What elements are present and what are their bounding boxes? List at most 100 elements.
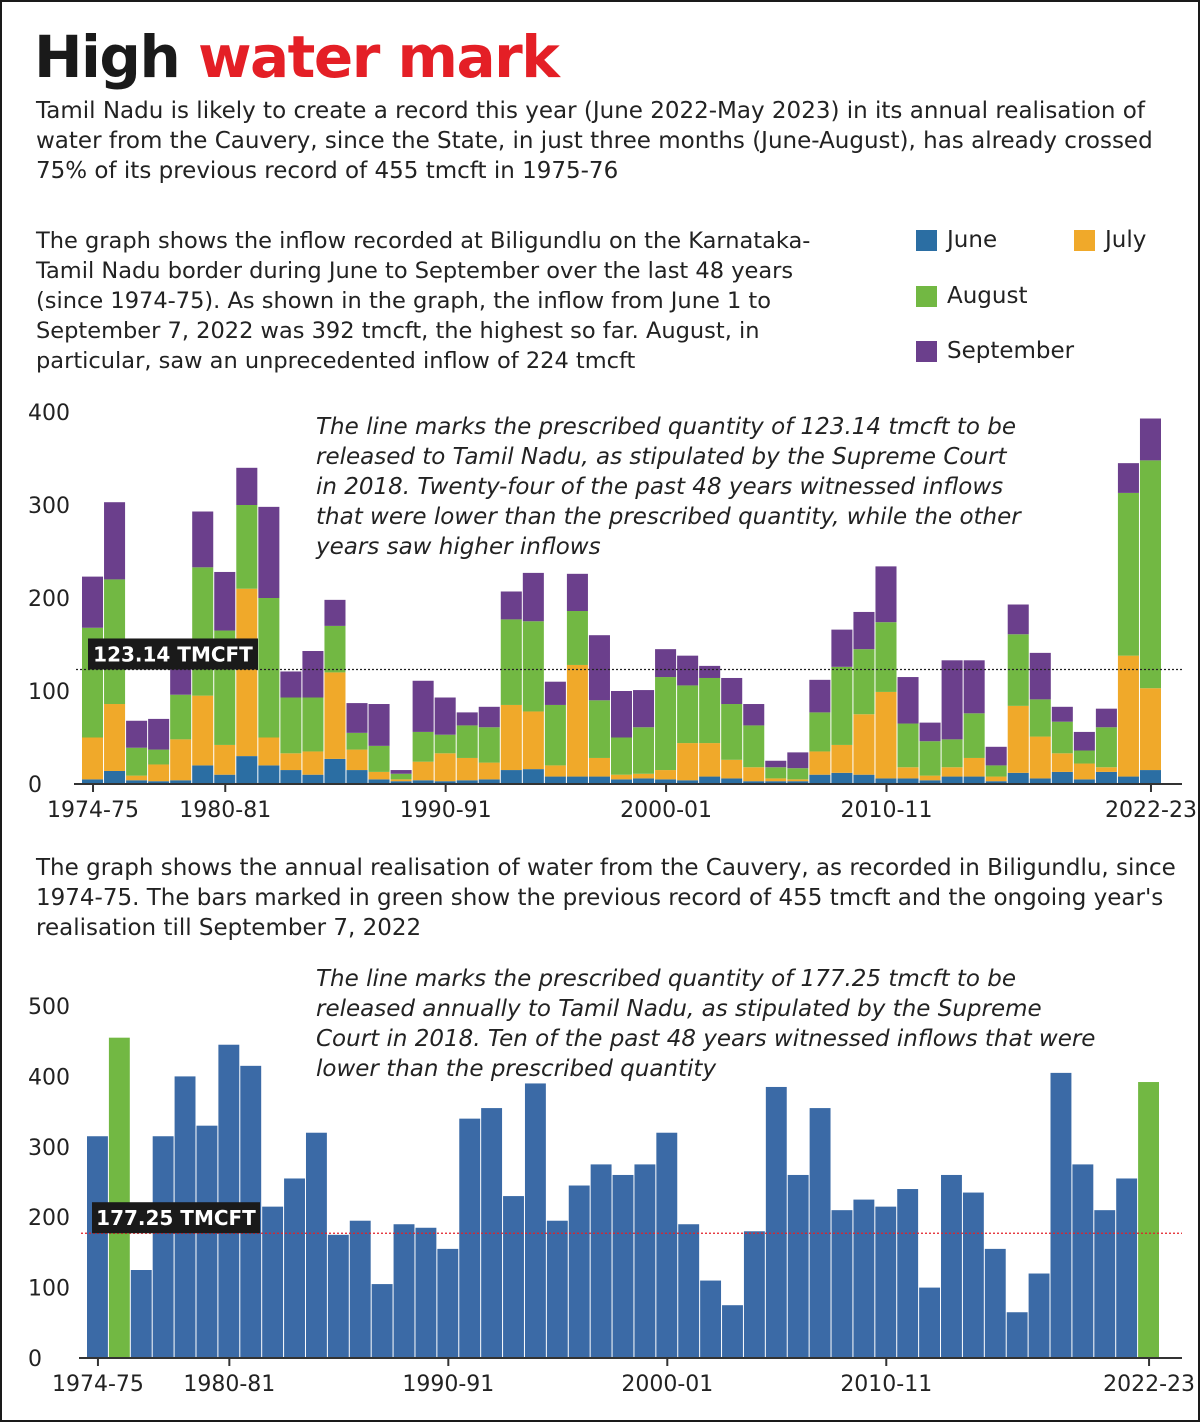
annotation-line: released annually to Tamil Nadu, as stip…	[316, 996, 1042, 1022]
legend: June July August September	[916, 225, 1186, 375]
highlight-bar	[108, 1037, 130, 1358]
bar	[765, 1086, 787, 1358]
bar	[130, 1270, 152, 1358]
bar-july	[566, 664, 588, 777]
bar-august	[1117, 492, 1139, 656]
bar-june	[963, 776, 985, 784]
bar	[262, 1206, 284, 1358]
bar	[700, 1280, 722, 1358]
bar-july	[346, 749, 368, 771]
annotation-line: lower than the prescribed quantity	[316, 1056, 716, 1082]
bar	[941, 1174, 962, 1358]
bar-june	[126, 780, 148, 784]
bar-september	[390, 770, 412, 774]
bar-june	[566, 776, 588, 784]
bar	[634, 1164, 656, 1358]
legend-item-july: July	[1074, 227, 1146, 253]
bar-june	[655, 779, 677, 784]
bar	[590, 1164, 612, 1358]
bar-july	[1117, 655, 1139, 777]
bar-august	[456, 725, 478, 758]
bar	[678, 1224, 700, 1358]
bar-august	[478, 727, 500, 763]
bar-september	[941, 660, 963, 740]
title-part-2: water mark	[197, 23, 560, 91]
chart2-description: The graph shows the annual realisation o…	[36, 855, 1176, 941]
bar-july	[368, 771, 390, 780]
bar-june	[302, 774, 324, 784]
bar-september	[82, 576, 104, 628]
bar	[393, 1224, 415, 1358]
bar	[743, 1231, 765, 1358]
x-tick-label: 1980-81	[183, 1372, 275, 1397]
bar-september	[500, 591, 522, 620]
x-tick-label: 2022-23	[1103, 1372, 1195, 1397]
bar-june	[148, 781, 170, 784]
bar-september	[963, 660, 985, 714]
bar	[809, 1108, 831, 1358]
bar-september	[302, 651, 324, 698]
bar-september	[258, 506, 280, 598]
bar-september	[655, 649, 677, 678]
highlight-bar	[1138, 1082, 1159, 1358]
bar-june	[522, 769, 544, 784]
bar-july	[985, 776, 1007, 782]
bar-july	[456, 757, 478, 781]
bar-june	[170, 780, 192, 784]
intro-text: Tamil Nadu is likely to create a record …	[36, 98, 1153, 184]
bar-september	[1073, 731, 1095, 751]
bar-june	[853, 774, 875, 784]
bar-august	[765, 767, 787, 779]
bar-august	[412, 731, 434, 762]
bar	[327, 1234, 349, 1358]
title-part-1: High	[34, 23, 181, 91]
bar-june	[434, 781, 456, 784]
bar-june	[324, 758, 346, 784]
bar-june	[809, 774, 831, 784]
bar-july	[787, 779, 809, 782]
bar-july	[236, 588, 258, 757]
bar-july	[478, 762, 500, 780]
bar-september	[610, 691, 633, 738]
annotation-line: years saw higher inflows	[315, 534, 601, 560]
annotation-line: The line marks the prescribed quantity o…	[316, 414, 1016, 440]
bar-september	[522, 572, 544, 622]
bar-september	[346, 703, 368, 733]
bar	[87, 1136, 108, 1358]
bar-september	[875, 566, 897, 623]
y-tick-label: 400	[28, 1065, 70, 1090]
reference-label-box	[92, 1202, 260, 1234]
reference-label-box	[88, 638, 258, 670]
bar-july	[1095, 767, 1117, 772]
bar-august	[809, 712, 831, 752]
bar-july	[390, 779, 412, 782]
bar	[787, 1174, 809, 1358]
bar-july	[1051, 753, 1073, 772]
bar-june	[919, 780, 941, 784]
bar-august	[919, 741, 941, 776]
bar-august	[787, 768, 809, 780]
bar-august	[566, 611, 588, 665]
bar-august	[390, 773, 412, 780]
bar-june	[214, 774, 236, 784]
annotation-line: The line marks the prescribed quantity o…	[316, 966, 1016, 992]
x-tick-label: 2022-23	[1105, 798, 1197, 823]
bar-august	[721, 704, 743, 760]
monthly-inflow-chart: 0 100 200 300 400 1974-75 1980-81 1990-91 2000-0…	[28, 401, 1197, 823]
y-tick-label: 200	[28, 587, 70, 612]
bar-june	[875, 778, 897, 784]
bar-june	[478, 779, 500, 784]
bar-september	[544, 681, 566, 705]
bar-september	[434, 697, 456, 735]
bar-september	[677, 655, 699, 686]
bar-july	[1139, 688, 1161, 771]
bar-august	[1073, 750, 1095, 764]
bar-august	[170, 694, 192, 740]
bar	[1028, 1273, 1050, 1358]
bar-august	[941, 739, 963, 768]
bar-september	[148, 718, 170, 750]
annotation-line: in 2018. Twenty-four of the past 48 year…	[316, 474, 1003, 500]
bar	[831, 1210, 853, 1358]
legend-label-july: July	[1105, 227, 1147, 253]
bar-june	[610, 779, 633, 784]
